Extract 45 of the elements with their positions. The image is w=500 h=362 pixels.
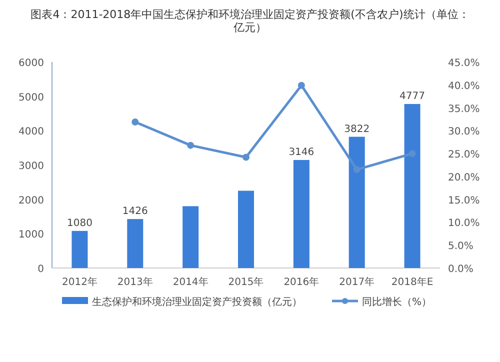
y2-tick-label: 0.0% — [448, 264, 474, 275]
point — [187, 142, 194, 149]
bar — [182, 206, 199, 268]
x-tick-label: 2014年 — [172, 276, 208, 288]
y2-tick-label: 10.0% — [448, 218, 480, 230]
x-tick-label: 2018年E — [391, 276, 434, 288]
y2-tick-label: 15.0% — [448, 195, 480, 206]
point — [298, 82, 305, 89]
y-tick-label: 4000 — [18, 126, 44, 138]
y2-tick-label: 45.0% — [448, 58, 480, 69]
y2-tick-label: 5.0% — [448, 241, 474, 252]
data-label: 1426 — [122, 206, 148, 218]
bar — [238, 190, 254, 268]
x-tick-label: 2016年 — [284, 276, 320, 288]
bar — [127, 219, 144, 268]
data-label: 3146 — [288, 146, 314, 158]
y-tick-label: 1000 — [18, 230, 44, 241]
legend-label: 同比增长（%） — [362, 296, 432, 308]
bar — [348, 136, 365, 268]
data-label: 4777 — [400, 90, 426, 102]
data-label: 1080 — [66, 218, 92, 229]
point — [132, 118, 139, 126]
y2-tick-label: 40.0% — [448, 80, 480, 92]
bar — [293, 160, 310, 268]
x-tick-label: 2012年 — [62, 276, 98, 288]
y-tick-label: 3000 — [18, 161, 44, 172]
x-tick-label: 2015年 — [228, 276, 264, 288]
y2-tick-label: 35.0% — [448, 104, 480, 115]
legend-label: 生态保护和环境治理业固定资产投资额（亿元） — [92, 296, 302, 308]
y-tick-label: 6000 — [18, 58, 44, 69]
point — [353, 166, 360, 174]
point — [242, 154, 250, 161]
bar — [404, 104, 420, 268]
x-tick-label: 2013年 — [117, 276, 153, 288]
y-tick-label: 0 — [38, 264, 44, 275]
y2-tick-label: 20.0% — [448, 172, 480, 184]
point — [408, 150, 416, 158]
bar — [72, 230, 88, 268]
y2-tick-label: 25.0% — [448, 150, 480, 161]
y2-tick-label: 30.0% — [448, 126, 480, 138]
chart-title: 图表4：2011-2018年中国生态保护和环境治理业固定资产投资额(不含农户)统计（单位：亿元） — [30, 8, 470, 34]
x-tick-label: 2017年 — [339, 276, 375, 288]
data-label: 3822 — [344, 124, 370, 135]
y-tick-label: 5000 — [18, 92, 44, 104]
y-tick-label: 2000 — [18, 195, 44, 206]
